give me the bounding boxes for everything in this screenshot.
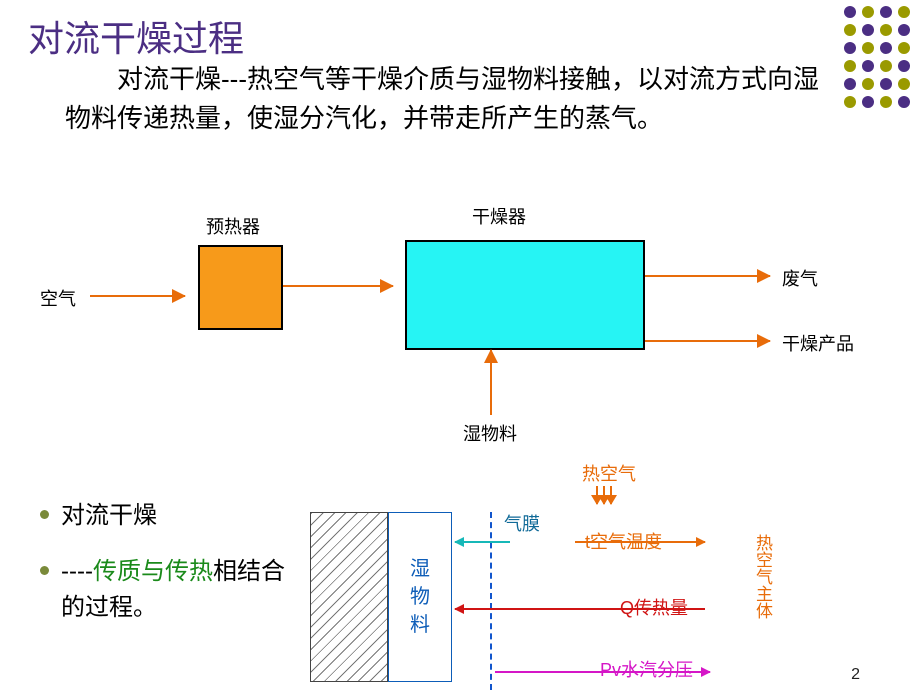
preheater-box <box>198 245 283 330</box>
list-item: ----传质与传热相结合的过程。 <box>40 554 290 626</box>
wet-line-3: 料 <box>410 611 430 639</box>
page-number: 2 <box>851 666 860 684</box>
hatched-wall <box>310 512 388 682</box>
process-flow-diagram: 空气 预热器 干燥器 湿物料 废气 干燥产品 <box>40 185 870 435</box>
preheater-label: 预热器 <box>206 213 260 239</box>
t-label: t空气温度 <box>585 528 662 554</box>
bullet-text-2: ----传质与传热相结合的过程。 <box>61 554 290 626</box>
list-item: 对流干燥 <box>40 498 290 534</box>
hot-air-label: 热空气 <box>582 460 636 486</box>
down-arrows-icon <box>596 486 612 504</box>
arrow-waste-gas-out <box>645 275 770 277</box>
wet-line-2: 物 <box>410 583 430 611</box>
page-title: 对流干燥过程 <box>28 10 244 62</box>
air-label: 空气 <box>40 285 76 311</box>
arrow-air-to-preheater <box>90 295 185 297</box>
bullet2-green: 传质与传热 <box>93 558 213 585</box>
dry-product-label: 干燥产品 <box>782 330 854 356</box>
bullet-icon <box>40 566 49 575</box>
arrow-dry-product-out <box>645 340 770 342</box>
bullet-icon <box>40 510 49 519</box>
bullet2-prefix: ---- <box>61 558 93 585</box>
dryer-box <box>405 240 645 350</box>
description-text: 对流干燥---热空气等干燥介质与湿物料接触，以对流方式向湿物料传递热量，使湿分汽… <box>65 60 825 138</box>
waste-gas-label: 废气 <box>782 265 818 291</box>
gas-film-label: 气膜 <box>504 510 540 536</box>
wet-material-block: 湿 物 料 <box>388 512 452 682</box>
wet-line-1: 湿 <box>410 555 430 583</box>
hot-air-body-label: 热空气主体 <box>750 534 775 619</box>
wet-material-label: 湿物料 <box>463 420 517 446</box>
bullet-text-1: 对流干燥 <box>61 498 157 534</box>
q-label: Q传热量 <box>620 594 688 620</box>
decorative-dots <box>844 6 912 110</box>
gas-film-arrow <box>455 541 510 543</box>
bullet-list: 对流干燥 ----传质与传热相结合的过程。 <box>40 498 290 646</box>
arrow-wet-material-in <box>490 350 492 415</box>
dashed-boundary <box>490 512 492 690</box>
dryer-label: 干燥器 <box>472 203 526 229</box>
heat-mass-transfer-diagram: 热空气 湿 物 料 气膜 t空气温度 Q传热量 Pv水汽分压 热空气主体 <box>300 456 870 688</box>
pv-label: Pv水汽分压 <box>600 656 693 682</box>
arrow-preheater-to-dryer <box>283 285 393 287</box>
